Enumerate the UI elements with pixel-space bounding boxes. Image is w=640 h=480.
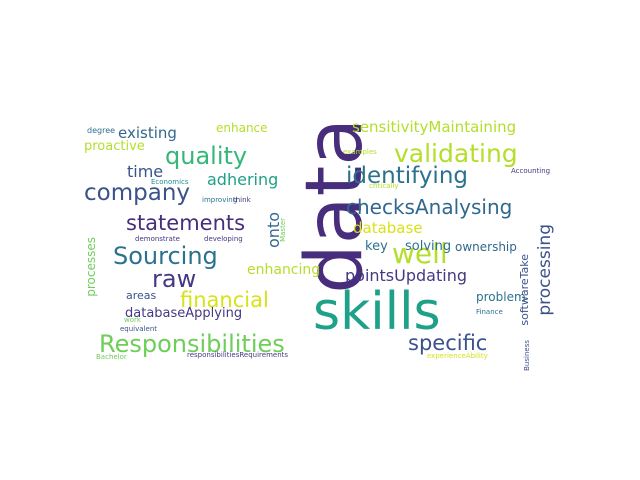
word-think: think [233, 196, 251, 204]
word-responsibilities: Responsibilities [99, 330, 285, 358]
word-work: work [124, 316, 141, 324]
word-skills: skills [313, 282, 441, 342]
word-improving: improving [202, 196, 238, 204]
word-database: database [353, 219, 423, 237]
word-equivalent: equivalent [120, 325, 157, 333]
word-processing: processing [535, 224, 555, 316]
word-economics: Economics [151, 178, 189, 186]
word-databaseapplying: databaseApplying [125, 306, 243, 321]
word-developing: developing [204, 235, 243, 243]
word-key: key [365, 239, 388, 254]
word-adhering: adhering [207, 170, 279, 189]
word-problem: problem [476, 290, 526, 304]
word-areas: areas [126, 289, 157, 302]
word-business: Business [523, 340, 531, 371]
word-bachelor: Bachelor [96, 353, 127, 361]
word-master: Master [279, 218, 287, 242]
word-raw: raw [152, 265, 197, 293]
word-pointsupdating: pointsUpdating [345, 266, 467, 285]
word-well: well [392, 237, 448, 270]
word-identifying: identifying [346, 163, 468, 189]
word-checksanalysing: checksAnalysing [346, 195, 513, 219]
word-finance: Finance [476, 308, 503, 316]
word-softwaretake: softwareTake [518, 254, 531, 326]
word-degree: degree [87, 126, 116, 135]
word-demonstrate: demonstrate [135, 235, 180, 243]
word-company: company [84, 180, 191, 206]
word-accounting: Accounting [511, 167, 551, 175]
word-sourcing: Sourcing [113, 242, 218, 270]
word-specific: specific [408, 331, 488, 355]
word-enhance: enhance [216, 121, 268, 135]
word-proactive: proactive [84, 139, 145, 154]
word-enhancing: enhancing [247, 262, 321, 278]
word-validating: validating [394, 139, 518, 168]
word-ownership: ownership [455, 240, 517, 254]
word-solving: solving [405, 239, 452, 254]
word-financial: financial [180, 288, 269, 312]
word-quality: quality [165, 142, 248, 170]
word-critically: critically [369, 182, 399, 190]
word-examples: examples [343, 148, 377, 156]
word-time: time [127, 162, 164, 181]
word-responsibilitiesrequirements: responsibilitiesRequirements [187, 351, 289, 359]
word-statements: statements [126, 211, 246, 235]
word-sensitivitymaintaining: sensitivityMaintaining [352, 118, 517, 136]
word-experienceability: experienceAbility [427, 352, 488, 360]
word-processes: processes [84, 237, 98, 297]
word-existing: existing [118, 124, 177, 142]
